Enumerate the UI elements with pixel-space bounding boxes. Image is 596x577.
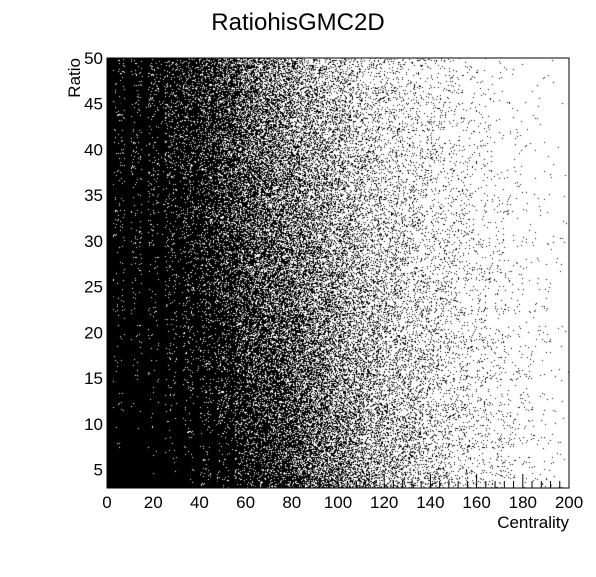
x-tick-label: 80 — [282, 493, 301, 512]
y-tick-label: 5 — [94, 461, 103, 480]
y-tick-label: 10 — [84, 415, 103, 434]
heatmap-cells — [107, 58, 569, 488]
chart-title: RatiohisGMC2D — [211, 9, 384, 36]
x-tick-label: 200 — [555, 493, 583, 512]
density-dots — [107, 58, 569, 488]
x-tick-label: 120 — [370, 493, 398, 512]
y-tick-label: 25 — [84, 278, 103, 297]
y-axis: 5 10 15 20 25 30 35 40 45 50 — [84, 49, 121, 480]
y-tick-label: 40 — [84, 140, 103, 159]
x-tick-label: 40 — [190, 493, 209, 512]
y-axis-label: Ratio — [65, 58, 84, 98]
x-axis-label: Centrality — [497, 513, 569, 532]
x-tick-label: 0 — [102, 493, 111, 512]
x-tick-label: 20 — [144, 493, 163, 512]
x-axis: 0 20 40 60 80 100 120 140 160 180 200 — [102, 474, 583, 512]
y-tick-label: 30 — [84, 232, 103, 251]
x-tick-label: 180 — [509, 493, 537, 512]
x-tick-label: 100 — [324, 493, 352, 512]
x-tick-label: 140 — [416, 493, 444, 512]
y-tick-label: 45 — [84, 95, 103, 114]
y-tick-label: 20 — [84, 323, 103, 342]
y-tick-label: 15 — [84, 369, 103, 388]
x-tick-label: 60 — [236, 493, 255, 512]
y-tick-label: 35 — [84, 186, 103, 205]
y-tick-label: 50 — [84, 49, 103, 68]
x-tick-label: 160 — [462, 493, 490, 512]
